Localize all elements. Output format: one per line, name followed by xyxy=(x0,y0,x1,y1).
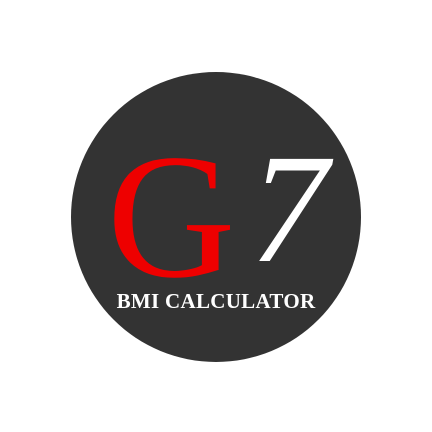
logo-letter-g: G xyxy=(107,117,236,315)
logo-digit-7: 7 xyxy=(250,122,328,295)
logo-subtitle: BMI CALCULATOR xyxy=(116,289,316,313)
logo-badge: G 7 BMI CALCULATOR xyxy=(71,72,361,362)
